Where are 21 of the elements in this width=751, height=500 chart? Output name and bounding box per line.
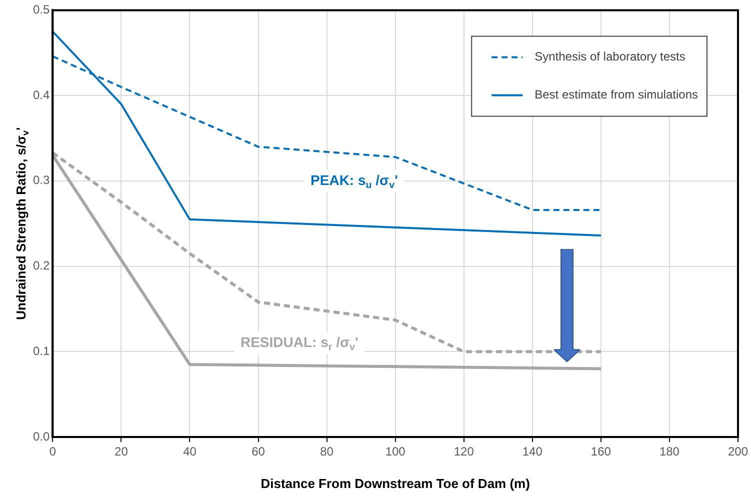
- legend-label: Best estimate from simulations: [534, 88, 698, 102]
- y-tick-label: 0.5: [32, 2, 50, 17]
- x-tick-label: 200: [728, 444, 748, 459]
- x-tick-label: 100: [385, 444, 406, 459]
- y-tick-label: 0.2: [32, 258, 50, 273]
- x-tick-label: 60: [252, 444, 266, 459]
- x-tick-label: 140: [522, 444, 543, 459]
- y-tick-label: 0.0: [32, 429, 50, 444]
- x-tick-label: 120: [454, 444, 474, 459]
- x-tick-label: 0: [49, 444, 56, 459]
- x-tick-label: 80: [320, 444, 334, 459]
- x-tick-label: 160: [590, 444, 612, 459]
- y-tick-label: 0.4: [32, 88, 50, 102]
- y-tick-label: 0.1: [32, 344, 50, 358]
- legend-label: Synthesis of laboratory tests: [534, 50, 686, 64]
- x-tick-label: 20: [114, 444, 128, 459]
- x-tick-label: 180: [659, 444, 680, 459]
- y-tick-label: 0.3: [32, 173, 50, 188]
- x-axis-title: Distance From Downstream Toe of Dam (m): [260, 476, 530, 491]
- x-tick-label: 40: [183, 444, 197, 459]
- y-axis-title: Undrained Strength Ratio, s/σv': [14, 127, 30, 320]
